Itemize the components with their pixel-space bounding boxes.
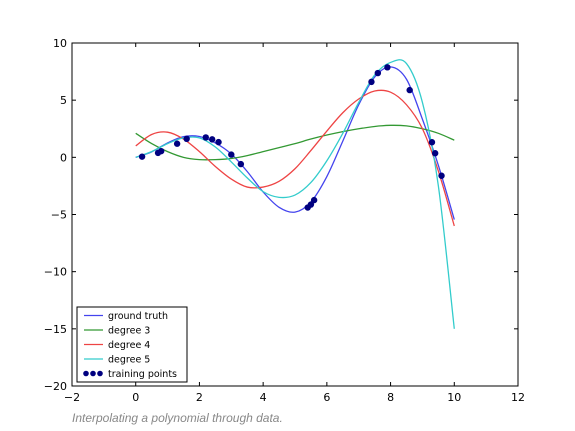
series-line-degree-3 <box>135 124 455 161</box>
training-point <box>428 139 436 146</box>
y-tick-label: 0 <box>60 151 67 164</box>
legend-swatch-point <box>97 370 103 377</box>
series-line-degree-5 <box>135 59 455 329</box>
y-tick-label: −15 <box>44 323 67 336</box>
legend-label: degree 3 <box>108 326 150 337</box>
training-point <box>138 153 146 160</box>
training-point <box>438 172 445 179</box>
x-tick-label: 0 <box>132 391 139 404</box>
training-point <box>215 138 222 146</box>
x-tick-label: 6 <box>323 391 330 404</box>
series-lines <box>135 59 455 329</box>
x-tick-label: 4 <box>260 391 267 404</box>
legend-label: degree 4 <box>108 340 150 351</box>
legend: ground truth degree 3 degree 4 degree 5 trai… <box>76 306 188 383</box>
y-tick-label: 10 <box>53 37 67 50</box>
training-point <box>173 140 181 147</box>
legend-swatch-point <box>90 370 96 377</box>
training-points <box>138 64 445 211</box>
y-tick-label: −20 <box>44 380 67 393</box>
training-point <box>228 151 235 158</box>
training-point <box>307 201 315 208</box>
training-point <box>374 69 382 77</box>
legend-label: ground truth <box>108 311 168 322</box>
training-point <box>384 64 391 71</box>
y-tick-label: 5 <box>60 94 67 107</box>
legend-label: degree 5 <box>108 355 150 366</box>
x-tick-label: −2 <box>64 391 80 404</box>
training-point <box>406 86 413 94</box>
y-tick-label: −5 <box>51 209 67 222</box>
training-point <box>183 135 190 143</box>
y-tick-label: −10 <box>44 266 67 279</box>
x-tick-label: 12 <box>511 391 525 404</box>
training-point <box>431 150 439 157</box>
x-tick-label: 2 <box>196 391 203 404</box>
training-point <box>202 134 209 141</box>
training-point <box>237 160 245 168</box>
series-line-degree-4 <box>135 89 455 227</box>
x-tick-label: 10 <box>447 391 461 404</box>
legend-swatch-point <box>83 370 89 377</box>
training-point <box>368 78 375 86</box>
x-tick-label: 8 <box>387 391 394 404</box>
figure-caption: Interpolating a polynomial through data. <box>72 411 283 425</box>
legend-label: training points <box>108 369 177 380</box>
training-point <box>208 136 216 143</box>
training-point <box>158 147 165 155</box>
training-point <box>310 196 318 204</box>
